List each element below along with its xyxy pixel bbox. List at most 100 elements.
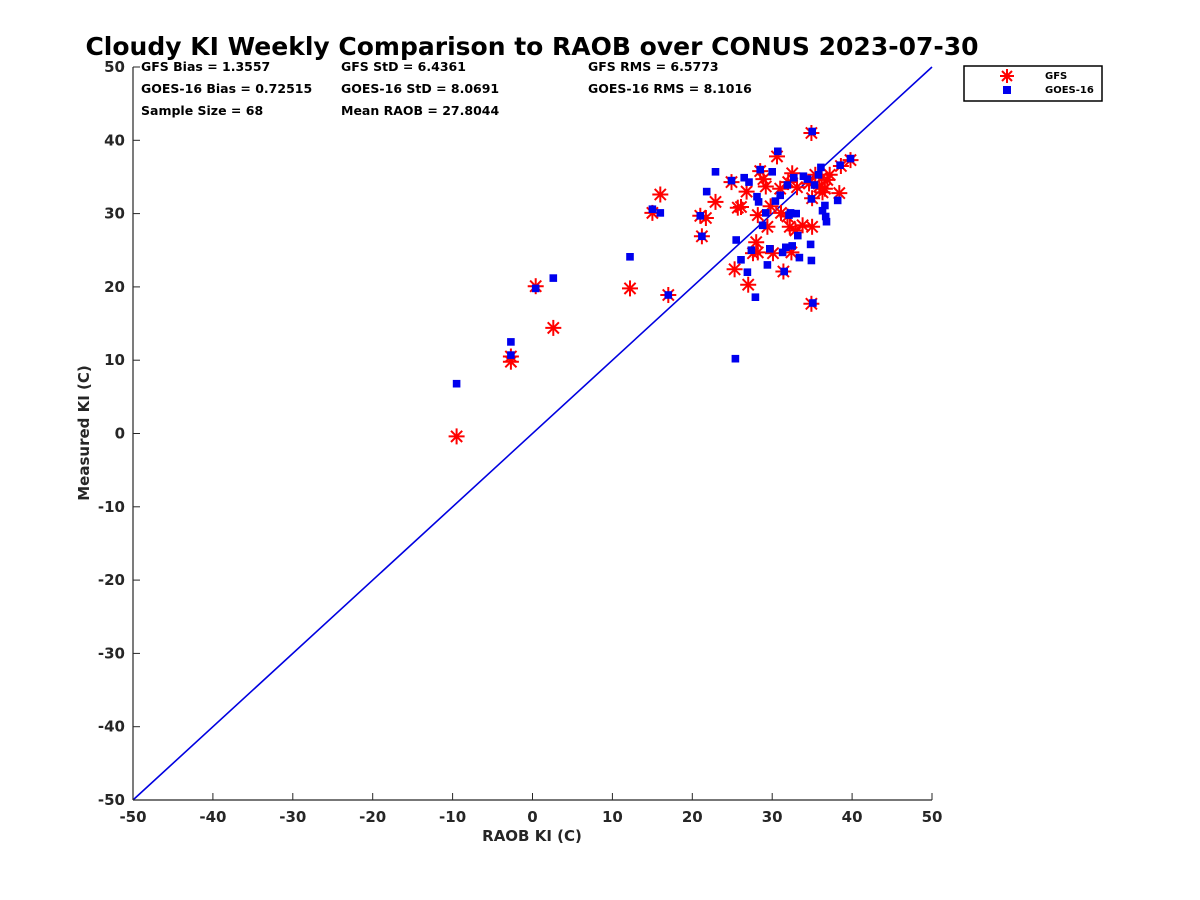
- gfs-point: [748, 234, 765, 251]
- gfs-point: [757, 178, 774, 195]
- goes-point: [822, 217, 831, 226]
- legend-goes-marker: [1003, 86, 1011, 94]
- goes-point: [656, 209, 665, 217]
- x-tick-label: -10: [439, 808, 466, 826]
- goes-point: [792, 209, 800, 218]
- goes-point: [846, 154, 855, 163]
- goes-point: [803, 175, 812, 183]
- gfs-point: [740, 276, 757, 293]
- goes-point: [814, 171, 823, 179]
- goes-point: [807, 256, 816, 265]
- gfs-point: [804, 218, 821, 235]
- goes-point: [762, 209, 770, 217]
- gfs-point: [738, 183, 755, 200]
- goes-point: [836, 161, 844, 169]
- legend-gfs-label: GFS: [1045, 71, 1067, 82]
- x-tick-label: 30: [762, 808, 783, 826]
- goes-point: [810, 181, 819, 189]
- goes-point: [821, 201, 829, 210]
- goes-point: [531, 284, 540, 293]
- goes-point: [754, 198, 763, 206]
- goes-point: [766, 245, 774, 253]
- goes-point: [648, 205, 657, 213]
- gfs-point: [821, 166, 838, 183]
- goes-point: [626, 253, 634, 261]
- goes-point: [818, 206, 827, 215]
- goes-point: [808, 127, 816, 136]
- goes-point: [664, 291, 673, 299]
- goes-point: [737, 256, 745, 264]
- x-tick-label: 50: [922, 808, 943, 826]
- y-tick-label: -50: [98, 791, 125, 809]
- gfs-point: [545, 319, 562, 336]
- y-tick-label: -10: [98, 498, 125, 516]
- goes-point: [807, 195, 816, 203]
- goes-point: [696, 212, 705, 220]
- goes-point: [727, 176, 736, 185]
- goes-point: [756, 165, 764, 174]
- gfs-point: [707, 193, 724, 210]
- legend-box: [963, 65, 1103, 102]
- stat-goes-bias: GOES-16 Bias = 0.72515: [141, 81, 312, 96]
- gfs-point: [726, 261, 743, 278]
- gfs-point: [755, 171, 772, 188]
- legend: GFS GOES-16: [963, 65, 1103, 102]
- ticks-layer: -50 -40 -30 -20 -10 0 10 20 30 40 50 -50 -40 -30 -20 -1…: [98, 58, 943, 826]
- y-tick-label: 40: [104, 131, 125, 149]
- goes-point: [702, 187, 711, 196]
- x-tick-label: 20: [682, 808, 703, 826]
- y-tick-label: -40: [98, 718, 125, 736]
- goes-point: [788, 242, 796, 250]
- goes-point: [763, 261, 772, 269]
- goes-point: [778, 248, 787, 257]
- goes-point: [745, 178, 753, 186]
- goes-point: [783, 181, 792, 189]
- x-tick-label: -30: [279, 808, 306, 826]
- stat-goes-rms: GOES-16 RMS = 8.1016: [588, 81, 752, 96]
- gfs-point: [448, 428, 465, 445]
- gfs-point: [789, 179, 805, 196]
- goes-point: [747, 246, 756, 254]
- goes-point: [732, 236, 740, 244]
- y-tick-label: 50: [104, 58, 125, 76]
- x-tick-label: 10: [602, 808, 623, 826]
- goes-point: [833, 196, 842, 205]
- y-tick-label: 30: [104, 205, 125, 223]
- goes-point: [698, 232, 706, 241]
- legend-gfs-marker: [1000, 69, 1014, 83]
- x-tick-label: -40: [199, 808, 226, 826]
- gfs-point: [622, 280, 638, 297]
- goes-point: [786, 209, 795, 217]
- x-axis-label: RAOB KI (C): [482, 827, 582, 845]
- x-tick-label: -20: [359, 808, 386, 826]
- goes-point: [549, 274, 558, 282]
- y-axis-label: Measured KI (C): [75, 365, 93, 501]
- stat-gfs-bias: GFS Bias = 1.3557: [141, 59, 270, 74]
- gfs-point: [652, 186, 669, 203]
- goes-point: [780, 267, 788, 276]
- goes-point: [771, 197, 780, 205]
- stat-gfs-std: GFS StD = 6.4361: [341, 59, 466, 74]
- goes-point: [768, 168, 776, 176]
- goes-point: [452, 379, 461, 388]
- y-tick-label: -20: [98, 571, 125, 589]
- goes-point: [809, 299, 817, 307]
- x-tick-label: 0: [527, 808, 537, 826]
- legend-goes-label: GOES-16: [1045, 85, 1094, 96]
- goes-point: [753, 192, 761, 201]
- gfs-point: [733, 199, 749, 215]
- goes-point: [507, 351, 515, 359]
- y-tick-label: 10: [104, 351, 125, 369]
- y-tick-label: -30: [98, 644, 125, 662]
- goes-point: [799, 172, 808, 180]
- stat-goes-std: GOES-16 StD = 8.0691: [341, 81, 499, 96]
- goes-point: [817, 163, 825, 172]
- stat-mean-raob: Mean RAOB = 27.8044: [341, 103, 499, 118]
- chart-title: Cloudy KI Weekly Comparison to RAOB over…: [85, 32, 978, 61]
- goes-point: [751, 293, 760, 301]
- goes-point: [794, 231, 802, 240]
- stat-gfs-rms: GFS RMS = 6.5773: [588, 59, 719, 74]
- data-points-layer: [448, 125, 859, 445]
- goes-point: [507, 338, 515, 346]
